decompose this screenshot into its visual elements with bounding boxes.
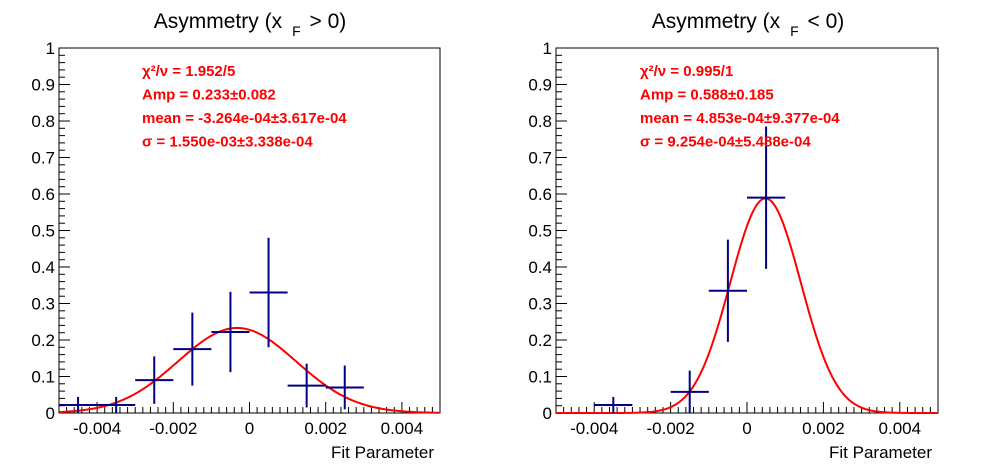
y-tick-label: 0.9 (528, 76, 552, 95)
y-tick-label: 0.6 (31, 185, 55, 204)
y-tick-label: 0.1 (31, 368, 55, 387)
y-tick-label: 0.6 (528, 185, 552, 204)
y-tick-label: 0.2 (528, 331, 552, 350)
y-tick-label: 0.8 (528, 112, 552, 131)
data-point (135, 356, 174, 404)
data-point (211, 291, 250, 373)
chart-title-main: Asymmetry (x (154, 10, 283, 33)
y-tick-label: 0 (46, 404, 55, 423)
x-tick-label: -0.004 (570, 419, 618, 438)
x-tick-label: -0.004 (73, 419, 121, 438)
x-tick-label: 0.002 (802, 419, 845, 438)
y-tick-label: 0.4 (31, 258, 55, 277)
fit-stat-line: mean = -3.264e-04±3.617e-04 (142, 110, 347, 127)
fit-stat-line: mean = 4.853e-04±9.377e-04 (640, 110, 840, 127)
data-point (708, 239, 747, 342)
y-tick-label: 0.3 (31, 295, 55, 314)
x-tick-label: 0.004 (381, 419, 424, 438)
data-point (173, 312, 212, 386)
data-point (59, 396, 98, 413)
chart-title-rest: > 0) (304, 10, 347, 33)
x-tick-label: 0.002 (304, 419, 347, 438)
x-tick-label: -0.002 (646, 419, 694, 438)
data-point (594, 396, 633, 413)
panel-right: Asymmetry (x F < 0) 0 0.1 0.2 0.3 0.4 0.5 0.6 0.7… (528, 10, 939, 462)
chart-title-subscript: F (790, 23, 799, 39)
x-tick-label: 0.004 (879, 419, 922, 438)
x-axis-title: Fit Parameter (331, 443, 434, 462)
chart-title-subscript: F (292, 23, 301, 39)
chart-title: Asymmetry (x F > 0) (154, 10, 347, 39)
y-tick-label: 1 (46, 39, 55, 58)
fit-stat-line: Amp = 0.233±0.082 (142, 87, 276, 104)
y-tick-label: 0 (543, 404, 552, 423)
y-tick-label: 0.7 (31, 149, 55, 168)
fit-curve (58, 326, 441, 414)
x-axis-title: Fit Parameter (829, 443, 932, 462)
y-tick-label: 0.3 (528, 295, 552, 314)
y-tick-label: 0.9 (31, 76, 55, 95)
fit-stat-line: σ = 9.254e-04±5.488e-04 (640, 134, 811, 151)
chart-title: Asymmetry (x F < 0) (652, 10, 845, 39)
panel-left: Asymmetry (x F > 0) 0 0.1 0.2 0.3 0.4 0.5 0.6 0.7… (31, 10, 441, 462)
chart-title-rest: < 0) (802, 10, 845, 33)
x-tick-label: 0 (742, 419, 751, 438)
y-tick-label: 0.8 (31, 112, 55, 131)
y-tick-label: 0.4 (528, 258, 552, 277)
chart-title-main: Asymmetry (x (652, 10, 781, 33)
data-point (325, 365, 364, 410)
y-tick-label: 1 (543, 39, 552, 58)
data-point (747, 126, 786, 269)
data-point (97, 396, 136, 413)
y-tick-label: 0.2 (31, 331, 55, 350)
y-tick-label: 0.5 (31, 222, 55, 241)
fit-stat-line: Amp = 0.588±0.185 (640, 87, 774, 104)
data-point (249, 237, 288, 348)
data-point (287, 363, 326, 408)
x-tick-label: 0 (245, 419, 254, 438)
fit-stat-line: χ²/ν = 0.995/1 (640, 63, 733, 80)
fit-stat-line: χ²/ν = 1.952/5 (142, 63, 235, 80)
fit-curve (556, 197, 938, 414)
fit-stat-line: σ = 1.550e-03±3.338e-04 (142, 134, 313, 151)
y-tick-label: 0.1 (528, 368, 552, 387)
y-tick-label: 0.5 (528, 222, 552, 241)
data-point (670, 370, 709, 413)
x-tick-label: -0.002 (149, 419, 197, 438)
y-tick-label: 0.7 (528, 149, 552, 168)
